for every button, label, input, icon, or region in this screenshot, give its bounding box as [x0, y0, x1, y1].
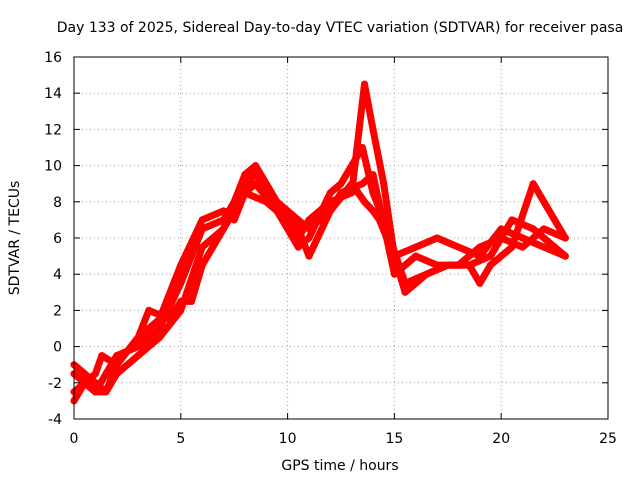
data-point [422, 270, 430, 278]
data-series [70, 80, 569, 405]
data-point [508, 216, 516, 224]
data-point [390, 252, 398, 260]
data-point [465, 261, 473, 269]
series-line-track-c [70, 144, 569, 405]
data-point [134, 352, 142, 360]
x-tick-label: 20 [492, 431, 510, 447]
data-point [252, 180, 260, 188]
data-point [476, 279, 484, 287]
data-point [241, 171, 249, 179]
y-tick-label: 10 [44, 159, 62, 175]
data-point [551, 216, 559, 224]
data-point [540, 225, 548, 233]
data-point [241, 180, 249, 188]
y-tick-label: 6 [53, 231, 62, 247]
x-axis-ticks: 0 5 10 15 20 25 [70, 57, 617, 447]
x-tick-label: 5 [176, 431, 185, 447]
data-point [519, 243, 527, 251]
data-point [102, 388, 110, 396]
data-point [166, 315, 174, 323]
data-point [444, 261, 452, 269]
data-point [177, 261, 185, 269]
data-point [177, 297, 185, 305]
data-point [433, 234, 441, 242]
data-point [326, 189, 334, 197]
y-axis-ticks: -4 -2 0 2 4 6 8 10 12 14 16 [44, 50, 608, 428]
data-point [294, 243, 302, 251]
data-point [455, 243, 462, 251]
data-point [155, 334, 163, 342]
x-tick-label: 25 [599, 431, 617, 447]
data-point [358, 180, 366, 188]
data-point [241, 189, 249, 197]
data-point [134, 334, 142, 342]
x-tick-label: 10 [279, 431, 297, 447]
data-point [284, 216, 292, 224]
y-tick-label: -4 [48, 412, 62, 428]
data-point [326, 207, 334, 215]
series-line-track-a [70, 162, 569, 396]
data-point [519, 234, 527, 242]
data-point [487, 252, 494, 260]
data-point [305, 216, 313, 224]
data-point [561, 252, 569, 260]
data-point [188, 297, 195, 305]
data-point [369, 125, 377, 133]
y-tick-label: 0 [53, 340, 62, 356]
chart-title: Day 133 of 2025, Sidereal Day-to-day VTE… [57, 20, 624, 36]
data-point [337, 180, 345, 188]
data-point [508, 243, 516, 251]
data-point [540, 243, 548, 251]
data-point [252, 162, 260, 170]
data-point [361, 80, 368, 88]
data-point [155, 325, 163, 332]
data-point [177, 279, 185, 287]
y-tick-label: -2 [48, 376, 62, 392]
data-point [305, 252, 313, 260]
data-point [91, 370, 99, 378]
data-point [529, 180, 537, 188]
data-point [369, 207, 377, 215]
y-tick-label: 12 [44, 122, 62, 138]
data-point [91, 388, 99, 396]
data-point [361, 198, 368, 206]
y-tick-label: 8 [53, 195, 62, 211]
y-tick-label: 4 [53, 267, 62, 283]
data-point [401, 288, 409, 296]
data-point [348, 189, 356, 197]
data-point [198, 216, 206, 224]
data-point [561, 234, 569, 242]
data-point [412, 252, 420, 260]
y-tick-label: 14 [44, 86, 62, 102]
data-point [98, 352, 106, 360]
data-point [369, 189, 377, 197]
data-point [412, 243, 420, 251]
data-point [262, 198, 270, 206]
data-point [551, 243, 559, 251]
data-point [252, 171, 260, 179]
data-point [487, 261, 494, 269]
data-point [145, 306, 153, 314]
y-tick-label: 16 [44, 50, 62, 66]
data-point [305, 234, 313, 242]
data-point [113, 361, 121, 369]
x-tick-label: 0 [70, 431, 79, 447]
data-point [220, 225, 227, 233]
data-point [220, 207, 227, 215]
data-point [81, 379, 89, 387]
y-tick-label: 2 [53, 303, 62, 319]
data-point [529, 225, 537, 233]
data-point [294, 234, 302, 242]
x-axis-label: GPS time / hours [281, 458, 398, 474]
y-axis-label: SDTVAR / TECUs [7, 181, 23, 296]
data-point [102, 370, 110, 378]
x-tick-label: 15 [385, 431, 403, 447]
data-point [198, 261, 206, 269]
data-point [81, 370, 89, 378]
data-point [380, 180, 388, 188]
data-point [326, 198, 334, 206]
data-point [198, 243, 206, 251]
